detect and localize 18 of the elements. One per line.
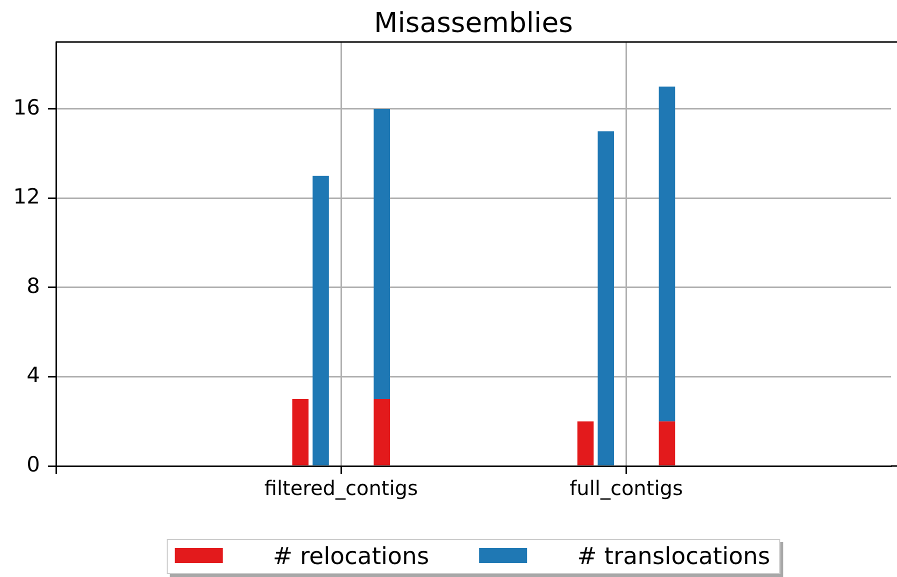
x-tick-label: filtered_contigs — [264, 476, 418, 500]
y-tick-label: 8 — [26, 274, 40, 298]
bar — [658, 421, 676, 466]
y-tick-label: 0 — [26, 452, 40, 476]
y-tick-label: 16 — [13, 95, 40, 120]
x-tick-label: full_contigs — [570, 476, 683, 500]
bar — [312, 176, 329, 466]
y-tick-label: 12 — [13, 184, 40, 209]
legend-label: # relocations — [272, 542, 430, 570]
chart-title: Misassemblies — [374, 7, 573, 39]
legend-label: # translocations — [577, 542, 770, 570]
bar — [292, 399, 309, 466]
y-tick-label: 4 — [26, 363, 40, 388]
bar — [598, 131, 614, 466]
bar — [577, 421, 594, 466]
bar — [658, 86, 676, 422]
bar — [374, 108, 390, 400]
bar — [374, 399, 390, 466]
